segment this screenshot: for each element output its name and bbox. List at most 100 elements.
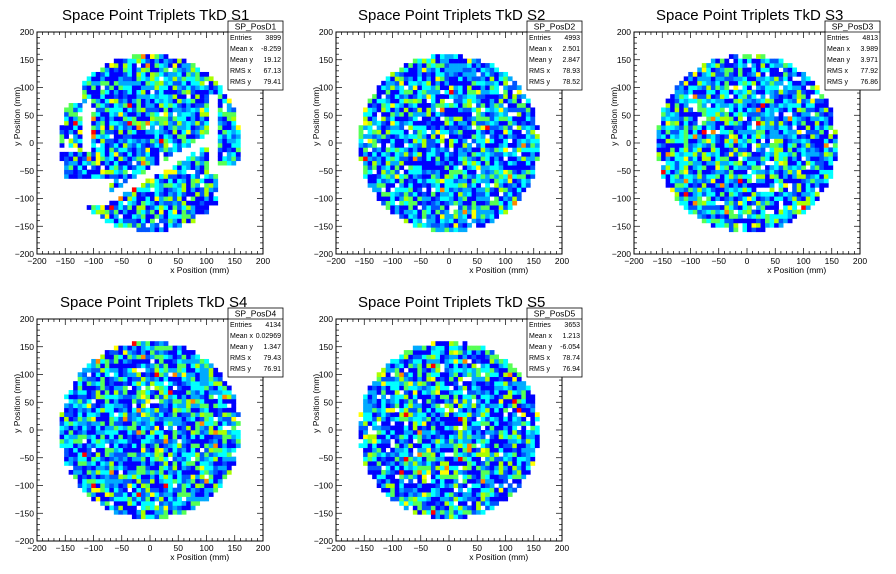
heatmap-cell [140,465,146,471]
heatmap-cell [127,430,133,435]
heatmap-cell [742,54,748,59]
heatmap-cell [692,138,698,144]
heatmap-cell [512,94,518,99]
heatmap-cell [408,191,414,197]
heatmap-cell [86,76,92,82]
heatmap-cell [756,227,761,233]
heatmap-cell [372,94,377,99]
heatmap-cell [706,165,712,170]
heatmap-cell [140,103,146,108]
stats-label: RMS x [230,68,252,75]
heatmap-cell [95,147,101,153]
heatmap-cell [159,85,164,91]
heatmap-cell [91,205,97,210]
heatmap-cell [95,85,101,91]
heatmap-cell [765,214,770,219]
heatmap-cell [661,125,666,130]
heatmap-cell [376,98,382,104]
heatmap-cell [787,67,793,73]
heatmap-cell [190,94,196,99]
heatmap-cell [390,111,396,117]
heatmap-cell [145,182,151,188]
heatmap-cell [403,89,409,95]
heatmap-cell [136,469,142,475]
heatmap-cell [136,412,142,417]
heatmap-cell [186,443,191,449]
heatmap-cell [181,94,187,99]
heatmap-cell [64,403,69,409]
heatmap-cell [498,80,504,86]
heatmap-cell [792,182,798,188]
heatmap-cell [122,421,128,426]
heatmap-cell [728,134,734,139]
heatmap-cell [73,452,78,457]
heatmap-cell [118,354,124,360]
heatmap-cell [701,160,707,166]
heatmap-cell [737,182,743,188]
heatmap-cell [104,156,110,162]
heatmap-cell [177,71,182,77]
heatmap-cell [127,71,133,77]
heatmap-cell [231,151,237,157]
heatmap-cell [394,98,400,104]
heatmap-cell [399,205,405,210]
stats-name: SP_PosD1 [235,22,277,32]
heatmap-cell [131,354,137,360]
heatmap-cell [390,143,396,148]
heatmap-cell [64,125,69,130]
heatmap-cell [140,147,146,153]
heatmap-cell [145,134,151,139]
heatmap-cell [136,98,142,104]
heatmap-cell [503,205,509,210]
heatmap-cell [204,120,210,126]
heatmap-cell [701,147,707,153]
heatmap-cell [145,191,151,197]
heatmap-cell [399,107,405,113]
heatmap-cell [122,416,128,422]
heatmap-cell [177,363,182,369]
heatmap-cell [751,169,757,175]
heatmap-cell [498,116,504,122]
heatmap-cell [679,138,685,144]
heatmap-cell [100,492,106,497]
heatmap-cell [64,156,69,162]
heatmap-cell [783,187,788,193]
heatmap-cell [127,143,133,148]
heatmap-cell [208,200,214,206]
heatmap-cell [122,465,128,471]
heatmap-cell [109,103,115,108]
heatmap-cell [480,151,486,157]
heatmap-cell [64,447,69,453]
heatmap-cell [140,407,146,413]
heatmap-cell [100,407,106,413]
heatmap-cell [742,227,748,233]
heatmap-cell [421,165,427,170]
heatmap-cell [715,134,721,139]
heatmap-cell [91,143,97,148]
heatmap-cell [190,358,196,364]
heatmap-cell [421,143,427,148]
heatmap-cell [417,209,423,215]
heatmap-cell [131,407,137,413]
stats-label: RMS y [230,79,252,86]
heatmap-cell [150,363,155,369]
heatmap-cell [819,143,825,148]
heatmap-cell [494,76,500,82]
heatmap-cell [661,169,666,175]
heatmap-cell [778,71,784,77]
heatmap-cell [199,120,205,126]
heatmap-cell [136,200,142,206]
heatmap-cell [381,80,387,86]
heatmap-cell [476,103,481,108]
heatmap-cell [453,196,459,202]
heatmap-cell [122,407,128,413]
heatmap-cell [86,205,92,210]
heatmap-cell [710,143,716,148]
heatmap-cell [756,63,761,68]
heatmap-cell [140,492,146,497]
heatmap-cell [724,169,730,175]
heatmap-cell [503,196,509,202]
heatmap-cell [145,143,151,148]
heatmap-cell [530,129,536,135]
heatmap-cell [122,107,128,113]
